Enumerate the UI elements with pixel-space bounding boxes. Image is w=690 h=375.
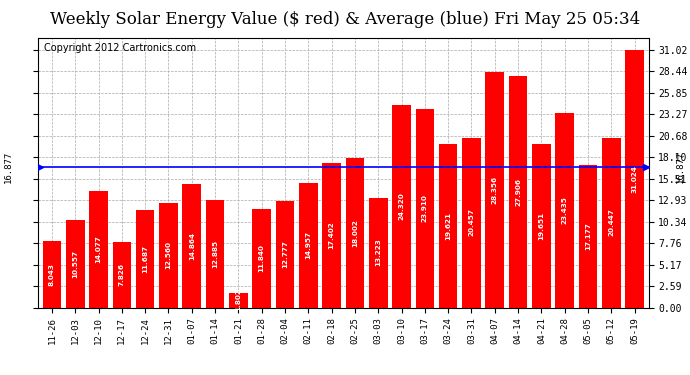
Text: 12.777: 12.777 (282, 240, 288, 268)
Text: Weekly Solar Energy Value ($ red) & Average (blue) Fri May 25 05:34: Weekly Solar Energy Value ($ red) & Aver… (50, 11, 640, 28)
Bar (369, 198, 388, 308)
Text: 19.651: 19.651 (538, 212, 544, 240)
Text: 16.877: 16.877 (3, 151, 12, 183)
Bar (532, 144, 551, 308)
Bar (182, 184, 201, 308)
Text: 20.457: 20.457 (469, 209, 475, 237)
Bar (159, 203, 178, 308)
Bar (415, 109, 434, 308)
Bar (299, 183, 317, 308)
Bar (276, 201, 295, 308)
Text: 23.910: 23.910 (422, 194, 428, 222)
Bar (43, 241, 61, 308)
Text: 1.802: 1.802 (235, 289, 242, 312)
Bar (112, 243, 131, 308)
Bar (602, 138, 620, 308)
Text: 13.223: 13.223 (375, 239, 382, 267)
Bar (462, 138, 481, 308)
Bar (579, 165, 598, 308)
Bar (392, 105, 411, 308)
Bar (346, 158, 364, 308)
Text: 12.885: 12.885 (212, 240, 218, 268)
Text: 14.077: 14.077 (95, 235, 101, 263)
Bar (229, 292, 248, 308)
Bar (439, 144, 457, 308)
Text: 20.447: 20.447 (609, 209, 614, 237)
Bar (206, 201, 224, 308)
Text: 11.840: 11.840 (259, 244, 265, 272)
Bar (625, 50, 644, 308)
Text: 17.402: 17.402 (328, 221, 335, 249)
Text: 8.043: 8.043 (49, 262, 55, 285)
Text: 27.906: 27.906 (515, 178, 521, 206)
Bar (509, 76, 527, 307)
Text: 14.957: 14.957 (305, 231, 311, 260)
Text: 23.435: 23.435 (562, 196, 568, 224)
Bar (486, 72, 504, 308)
Bar (89, 190, 108, 308)
Bar (253, 209, 271, 308)
Text: Copyright 2012 Cartronics.com: Copyright 2012 Cartronics.com (44, 43, 196, 53)
Text: 31.024: 31.024 (631, 165, 638, 192)
Bar (555, 113, 574, 308)
Text: 28.356: 28.356 (492, 176, 497, 204)
Text: 18.002: 18.002 (352, 219, 358, 247)
Bar (136, 210, 155, 308)
Bar (66, 220, 85, 308)
Text: 19.621: 19.621 (445, 212, 451, 240)
Text: 10.557: 10.557 (72, 250, 78, 278)
Text: 11.687: 11.687 (142, 245, 148, 273)
Text: 17.177: 17.177 (585, 222, 591, 250)
Text: 16.877: 16.877 (676, 151, 685, 183)
Text: 24.320: 24.320 (399, 193, 404, 220)
Text: 7.826: 7.826 (119, 264, 125, 286)
Text: 12.560: 12.560 (166, 242, 172, 269)
Bar (322, 163, 341, 308)
Text: 14.864: 14.864 (189, 232, 195, 260)
